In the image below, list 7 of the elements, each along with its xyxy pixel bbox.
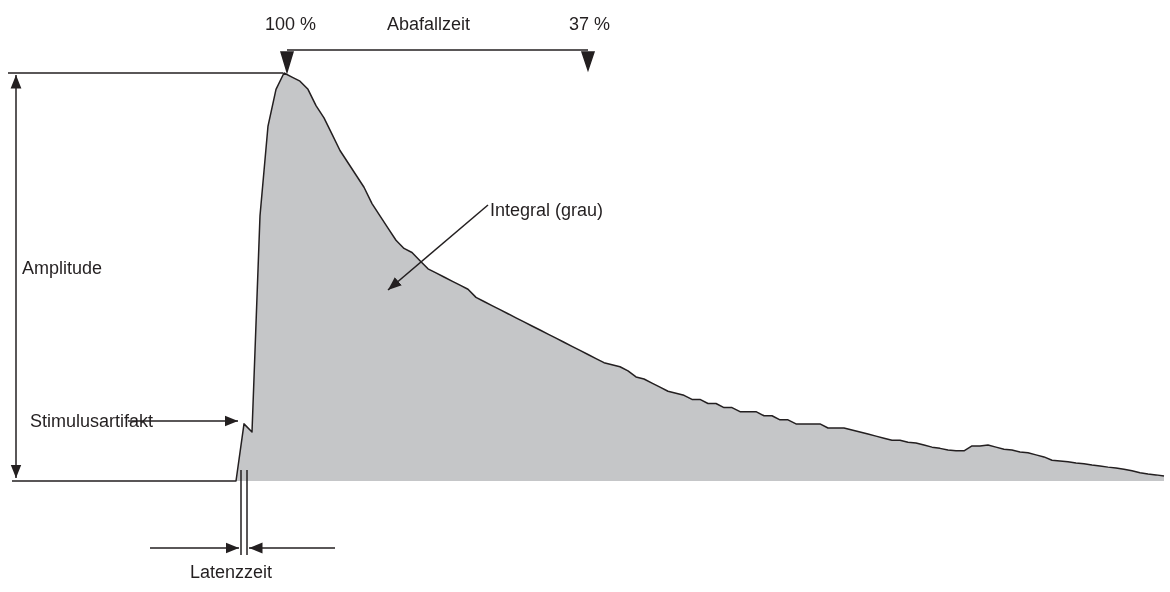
text: 37 % [569, 14, 611, 35]
annotation: Integral (grau) [490, 200, 604, 221]
annotation: Stimulusartifakt [30, 411, 154, 432]
text: Abafallzeit [387, 14, 471, 35]
annotation: Amplitude [22, 258, 103, 279]
text: 100 % [265, 14, 317, 35]
text: Latenzzeit [190, 562, 273, 583]
